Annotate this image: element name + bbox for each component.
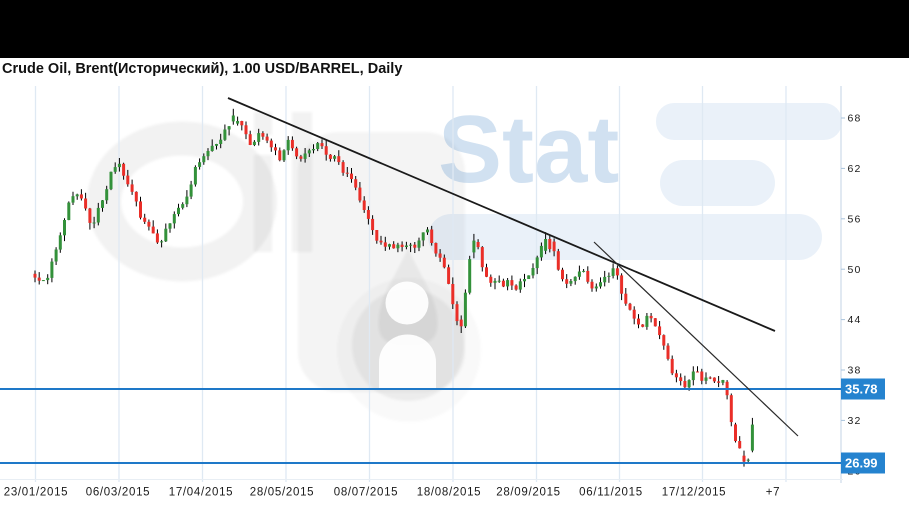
svg-text:62: 62 [848, 163, 862, 175]
svg-text:50: 50 [848, 264, 862, 276]
svg-text:44: 44 [848, 314, 862, 326]
svg-text:32: 32 [848, 415, 862, 427]
svg-text:+7: +7 [766, 487, 781, 499]
svg-text:08/07/2015: 08/07/2015 [334, 487, 399, 499]
svg-text:Stat: Stat [438, 96, 619, 203]
svg-text:18/08/2015: 18/08/2015 [417, 487, 482, 499]
svg-text:35.78: 35.78 [845, 382, 878, 397]
svg-text:28/05/2015: 28/05/2015 [250, 487, 315, 499]
svg-text:23/01/2015: 23/01/2015 [4, 487, 69, 499]
svg-text:06/03/2015: 06/03/2015 [86, 487, 151, 499]
svg-text:68: 68 [848, 113, 862, 125]
svg-text:17/04/2015: 17/04/2015 [169, 487, 234, 499]
svg-text:28/09/2015: 28/09/2015 [496, 487, 561, 499]
svg-text:17/12/2015: 17/12/2015 [662, 487, 727, 499]
svg-text:26.99: 26.99 [845, 456, 878, 471]
svg-text:06/11/2015: 06/11/2015 [579, 487, 643, 499]
svg-text:56: 56 [848, 213, 862, 225]
svg-text:38: 38 [848, 365, 862, 377]
